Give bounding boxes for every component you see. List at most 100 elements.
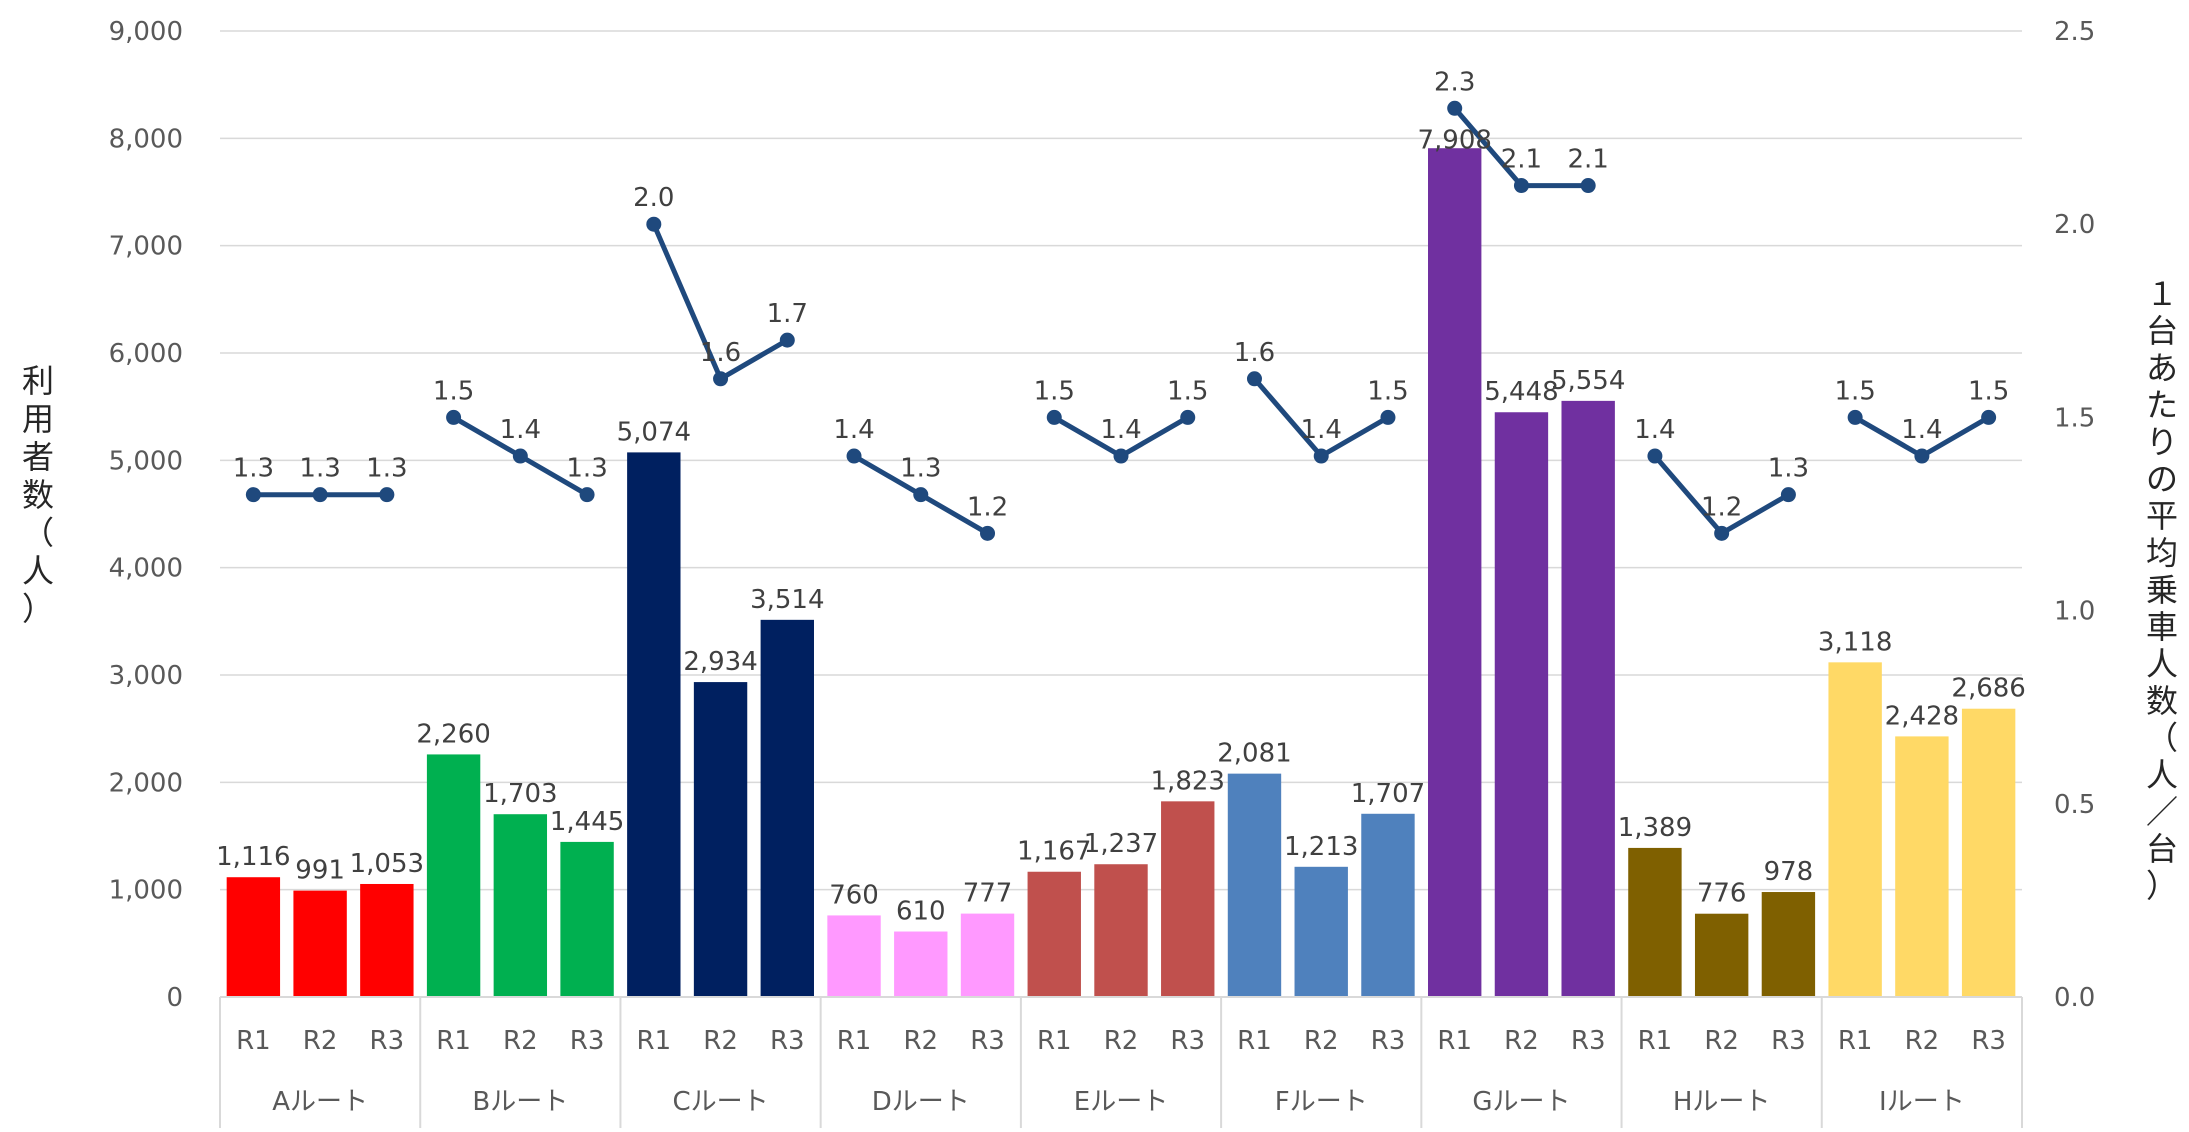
- line-point: [1981, 409, 1997, 425]
- bar-data-label: 2,934: [683, 647, 757, 677]
- line-point: [379, 487, 395, 503]
- line-point: [245, 487, 261, 503]
- bar: [1961, 708, 2016, 997]
- line-data-label: 1.4: [500, 415, 541, 445]
- line-point: [312, 487, 328, 503]
- bar: [1227, 773, 1282, 997]
- line-point: [446, 409, 462, 425]
- bar-data-label: 5,554: [1551, 366, 1625, 396]
- y-right-tick-label: 0.5: [2054, 790, 2095, 820]
- axes: 0 1,000 2,000 3,000 4,000 5,000 6,000 7,000 8,00…: [109, 17, 2095, 1128]
- bar-data-label: 3,514: [750, 585, 824, 615]
- x-tick-label: R2: [503, 1026, 538, 1056]
- bar: [1494, 412, 1549, 997]
- line-data-label: 1.4: [1301, 415, 1342, 445]
- bar-data-label: 5,448: [1484, 377, 1558, 407]
- y-right-tick-label: 1.0: [2054, 597, 2095, 627]
- line-point: [1914, 448, 1930, 464]
- y-left-tick-label: 8,000: [109, 124, 183, 154]
- bar: [426, 754, 481, 997]
- y-left-tick-label: 0: [166, 983, 183, 1013]
- y-left-tick-label: 9,000: [109, 17, 183, 47]
- bar: [1161, 801, 1215, 997]
- x-tick-label: R1: [1638, 1026, 1673, 1056]
- x-group-label: Fルート: [1275, 1087, 1368, 1117]
- bar: [1094, 864, 1148, 997]
- bar: [226, 877, 281, 997]
- line-point: [779, 332, 795, 348]
- x-tick-label: R1: [1437, 1026, 1472, 1056]
- line-series: [245, 100, 1997, 541]
- bar-data-label: 3,118: [1818, 627, 1892, 657]
- x-tick-label: R3: [1971, 1026, 2006, 1056]
- x-group-label: Bルート: [472, 1087, 568, 1117]
- bar: [1294, 866, 1348, 997]
- bar-data-label: 760: [829, 880, 879, 910]
- x-tick-label: R2: [303, 1026, 338, 1056]
- x-group-label: Hルート: [1673, 1087, 1771, 1117]
- bar-data-label: 7,908: [1417, 125, 1491, 155]
- bar-data-label: 1,213: [1284, 832, 1358, 862]
- y-left-tick-label: 4,000: [109, 554, 183, 584]
- bar: [760, 619, 814, 997]
- x-tick-label: R3: [1170, 1026, 1205, 1056]
- x-group-label: Eルート: [1074, 1087, 1168, 1117]
- y-left-tick-label: 2,000: [109, 768, 183, 798]
- y-right-axis-title: １台あたりの平均乗車人数（人／台）: [2146, 275, 2178, 905]
- line-data-label: 1.3: [1768, 454, 1809, 484]
- line-point: [1380, 409, 1396, 425]
- line-data-label: 1.5: [1367, 376, 1408, 406]
- bar: [960, 913, 1015, 997]
- y-right-tick-label: 0.0: [2054, 983, 2095, 1013]
- line-point: [646, 216, 662, 232]
- axis-titles: 利用者数（人） １台あたりの平均乗車人数（人／台）: [22, 275, 2178, 905]
- y-left-axis-title: 利用者数（人）: [22, 362, 54, 628]
- bar-data-label: 991: [295, 856, 345, 886]
- bar: [827, 915, 881, 997]
- x-tick-label: R2: [903, 1026, 938, 1056]
- x-group-label: Iルート: [1879, 1087, 1965, 1117]
- line-point: [1647, 448, 1663, 464]
- bar: [360, 883, 414, 997]
- x-tick-label: R3: [1571, 1026, 1606, 1056]
- x-tick-label: R3: [1371, 1026, 1406, 1056]
- bar: [693, 682, 748, 997]
- line-data-label: 1.3: [900, 454, 941, 484]
- bar: [1628, 847, 1682, 997]
- line-point: [846, 448, 862, 464]
- x-tick-label: R2: [703, 1026, 738, 1056]
- bar-data-label: 1,389: [1618, 813, 1692, 843]
- x-tick-label: R1: [637, 1026, 672, 1056]
- line-data-label: 1.4: [1100, 415, 1141, 445]
- bar-data-label: 1,167: [1017, 837, 1091, 867]
- x-tick-label: R3: [970, 1026, 1005, 1056]
- line-point: [980, 525, 996, 541]
- line-data-label: 1.4: [833, 415, 874, 445]
- x-group-label: Cルート: [672, 1087, 768, 1117]
- line-data-label: 2.1: [1501, 145, 1542, 175]
- line-point: [1447, 100, 1463, 116]
- line-point: [1513, 178, 1529, 194]
- bar-data-label: 776: [1697, 879, 1747, 909]
- bar-data-label: 1,053: [350, 849, 424, 879]
- x-tick-label: R1: [1838, 1026, 1873, 1056]
- line-point: [1847, 409, 1863, 425]
- bar-series: [226, 148, 2016, 998]
- bar: [560, 841, 614, 997]
- line-point: [1180, 409, 1196, 425]
- bar-data-label: 1,823: [1151, 766, 1225, 796]
- bar-data-label: 1,707: [1351, 779, 1425, 809]
- bar: [1361, 813, 1415, 997]
- line-data-label: 1.6: [700, 338, 741, 368]
- bar: [293, 890, 347, 997]
- line-data-label: 1.3: [566, 454, 607, 484]
- bar: [1694, 913, 1749, 997]
- bar: [1428, 148, 1482, 997]
- line-data-label: 1.2: [1701, 492, 1742, 522]
- x-tick-label: R1: [837, 1026, 872, 1056]
- x-tick-label: R2: [1304, 1026, 1339, 1056]
- line-point: [1714, 525, 1730, 541]
- bar-data-label: 1,445: [550, 807, 624, 837]
- bar-data-label: 1,703: [483, 779, 557, 809]
- data-labels: 1,116 1.3 991 1.3 1,053 1.3 2,260 1.5 1,703 1.4 1,…: [216, 67, 2026, 926]
